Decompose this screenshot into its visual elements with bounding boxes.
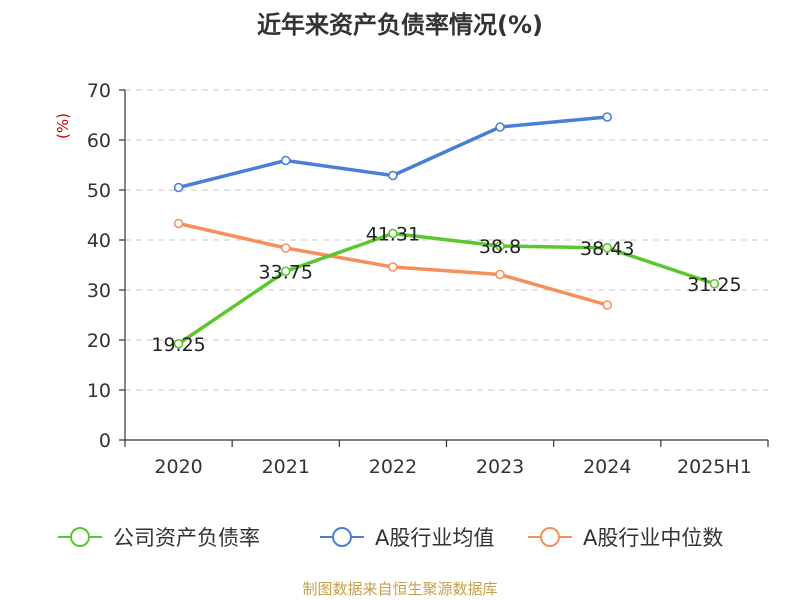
data-point — [280, 155, 291, 166]
legend-item: A股行业均值 — [320, 526, 494, 550]
data-label: 38.8 — [479, 236, 521, 258]
data-point — [388, 170, 398, 181]
chart-title: 近年来资产负债率情况(%) — [257, 11, 543, 39]
x-tick-label: 2020 — [154, 456, 202, 478]
x-tick-label: 2024 — [583, 456, 631, 478]
series-industry-median — [173, 218, 613, 310]
y-axis-label: (%) — [54, 113, 72, 139]
data-point — [602, 243, 613, 253]
series-line — [177, 231, 715, 346]
legend-marker — [70, 527, 90, 547]
data-point — [602, 300, 613, 310]
data-point — [280, 243, 291, 253]
y-tick-label: 0 — [99, 430, 111, 452]
data-point — [602, 112, 613, 122]
data-point — [280, 266, 291, 277]
x-tick-label: 2021 — [262, 456, 310, 478]
y-tick-label: 40 — [87, 230, 111, 252]
data-point — [173, 338, 184, 349]
data-point — [388, 228, 398, 239]
legend-marker — [540, 527, 560, 547]
legend-item: 公司资产负债率 — [58, 526, 260, 550]
series-company — [173, 228, 720, 349]
data-label: 38.43 — [580, 238, 634, 260]
y-tick-label: 50 — [87, 180, 111, 202]
y-tick-label: 70 — [87, 80, 111, 102]
data-point — [709, 278, 720, 289]
data-point — [173, 182, 184, 193]
data-labels: 19.25 33.75 41.31 38.8 38.43 31.25 — [151, 223, 741, 355]
data-point — [173, 218, 184, 229]
axes: 0 10 20 30 40 50 60 70 2020 2021 2022 2023 2024 2025H… — [87, 80, 769, 478]
data-point — [495, 241, 505, 251]
y-tick-label: 10 — [87, 380, 111, 402]
series-lines — [173, 112, 720, 349]
data-label: 19.25 — [151, 334, 205, 356]
source-note: 制图数据来自恒生聚源数据库 — [302, 580, 497, 598]
data-label: 41.31 — [366, 223, 420, 245]
data-point — [388, 262, 398, 272]
x-tick-label: 2022 — [369, 456, 417, 478]
y-tick-label: 20 — [87, 330, 111, 352]
data-label: 33.75 — [259, 261, 313, 283]
data-point — [495, 269, 505, 280]
legend-label: A股行业中位数 — [583, 526, 723, 550]
y-tick-label: 60 — [87, 130, 111, 152]
legend-marker — [332, 527, 352, 547]
legend: 公司资产负债率 A股行业均值 A股行业中位数 — [58, 526, 723, 550]
y-tick-label: 30 — [87, 280, 111, 302]
x-tick-label: 2023 — [476, 456, 524, 478]
legend-label: 公司资产负债率 — [113, 526, 260, 550]
x-tick-label: 2025H1 — [677, 456, 752, 478]
legend-item: A股行业中位数 — [528, 526, 723, 550]
legend-label: A股行业均值 — [375, 526, 494, 550]
data-point — [495, 122, 505, 132]
data-label: 31.25 — [687, 274, 741, 296]
series-industry-mean — [173, 112, 613, 193]
